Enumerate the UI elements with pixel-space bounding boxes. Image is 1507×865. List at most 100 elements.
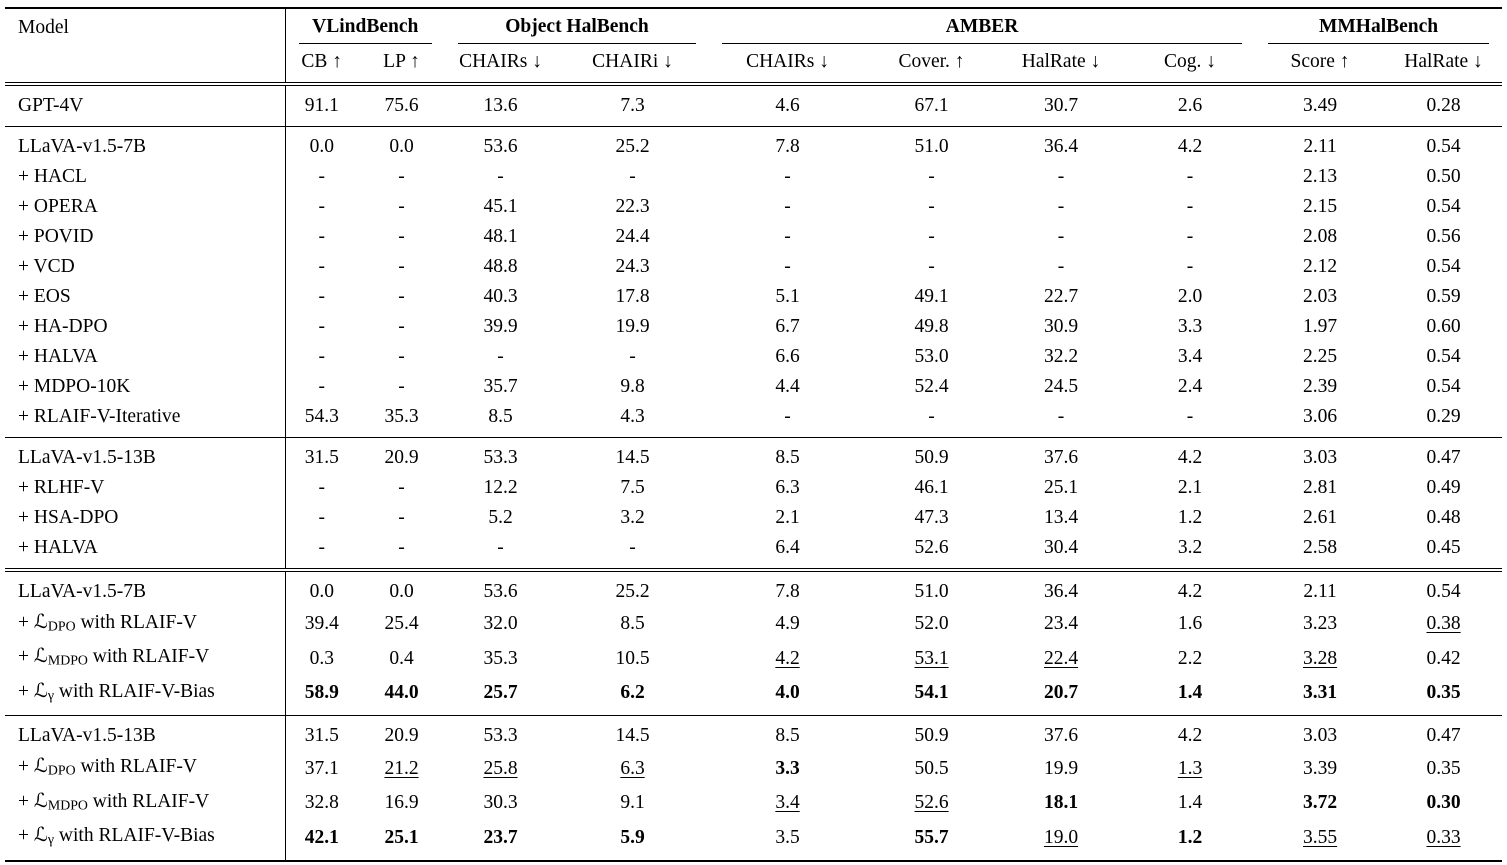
value-cell: 14.5 (556, 438, 709, 474)
value-cell: 14.5 (556, 716, 709, 752)
value-cell: - (358, 282, 445, 312)
value-cell: 1.4 (1125, 786, 1255, 820)
value-text: - (1057, 196, 1065, 217)
value-text: 67.1 (914, 95, 949, 116)
value-text: 1.2 (1177, 507, 1203, 528)
model-cell: LLaVA-v1.5-13B (5, 715, 286, 752)
value-text: 4.6 (775, 95, 800, 116)
best-value: 20.7 (1043, 682, 1079, 704)
model-name-text: ℒ (33, 610, 48, 633)
value-text: - (398, 166, 405, 187)
model-name-text: + HACL (18, 166, 87, 187)
value-cell: 2.58 (1255, 533, 1385, 570)
model-name-text: with RLAIF-V-Bias (54, 825, 215, 847)
value-cell: 32.2 (997, 342, 1125, 372)
second-best-value: 6.3 (620, 757, 645, 779)
value-text: - (928, 166, 935, 187)
value-cell: 2.11 (1255, 570, 1385, 607)
value-cell: 2.4 (1125, 372, 1255, 402)
value-cell: 48.8 (445, 252, 556, 282)
value-cell: - (358, 473, 445, 503)
model-name-text: with RLAIF-V (75, 756, 197, 778)
value-text: 50.5 (914, 757, 949, 779)
table-row: + OPERA - - 45.1 22.3 - - - - 2.15 0.54 (5, 192, 1502, 222)
value-text: 52.6 (914, 537, 949, 558)
value-text: - (784, 166, 791, 187)
value-cell: - (285, 503, 358, 533)
value-text: 31.5 (304, 725, 339, 747)
value-cell: 22.7 (997, 282, 1125, 312)
benchmark-group-header: AMBER (709, 8, 1255, 44)
value-cell: 37.1 (285, 751, 358, 785)
value-cell: 7.3 (556, 84, 709, 127)
value-text: - (1057, 226, 1065, 247)
value-cell: - (1125, 252, 1255, 282)
best-value: 1.2 (1177, 826, 1203, 848)
value-text: 25.1 (1043, 477, 1079, 498)
value-cell: 17.8 (556, 282, 709, 312)
value-cell: - (866, 252, 997, 282)
best-value: 42.1 (304, 826, 339, 848)
value-cell: 0.33 (1385, 820, 1502, 860)
value-cell: 4.3 (556, 402, 709, 438)
value-text: 54.3 (304, 406, 339, 427)
model-cell: + RLHF-V (5, 473, 286, 503)
value-text: 4.2 (1177, 136, 1203, 157)
value-cell: 6.7 (709, 312, 866, 342)
value-text: - (398, 226, 405, 247)
model-name-text: with RLAIF-V-Bias (54, 680, 215, 702)
value-text: 24.3 (615, 256, 650, 277)
value-cell: - (709, 222, 866, 252)
value-text: 0.47 (1426, 447, 1461, 468)
value-text: 2.13 (1302, 166, 1338, 187)
value-cell: - (1125, 192, 1255, 222)
value-cell: - (997, 162, 1125, 192)
value-cell: 1.97 (1255, 312, 1385, 342)
model-cell: + HACL (5, 162, 286, 192)
value-text: 0.0 (309, 581, 334, 602)
value-cell: 1.6 (1125, 607, 1255, 641)
value-cell: 2.13 (1255, 162, 1385, 192)
value-text: 25.2 (615, 136, 650, 157)
table-row: LLaVA-v1.5-7B 0.0 0.0 53.6 25.2 7.8 51.0 36.4 4.… (5, 570, 1502, 607)
table-row: + VCD - - 48.8 24.3 - - - - 2.12 0.54 (5, 252, 1502, 282)
metric-header-row: CB ↑ LP ↑ CHAIRs ↓ CHAIRi ↓ CHAIRs ↓ Cover. ↑… (5, 44, 1503, 86)
value-text: 7.8 (775, 136, 800, 157)
value-text: - (928, 406, 935, 427)
model-name-subscript: γ (47, 687, 55, 703)
value-text: 20.9 (384, 725, 419, 747)
value-text: - (398, 537, 405, 558)
value-text: - (1186, 196, 1194, 217)
model-cell: + VCD (5, 252, 286, 282)
value-cell: 20.7 (997, 676, 1125, 716)
value-cell: 53.3 (445, 716, 556, 752)
model-name-text: ℒ (33, 823, 48, 847)
value-text: 8.5 (775, 725, 800, 747)
value-cell: 52.4 (866, 372, 997, 402)
second-best-value: 3.28 (1302, 647, 1338, 669)
value-text: 5.1 (775, 286, 800, 307)
value-cell: - (556, 533, 709, 570)
value-cell: 3.23 (1255, 607, 1385, 641)
value-cell: 37.6 (997, 438, 1125, 474)
value-text: 30.3 (483, 792, 518, 814)
value-text: - (398, 316, 405, 337)
metric-column-header: Cover. ↑ (866, 44, 998, 86)
value-cell: 13.4 (997, 503, 1125, 533)
value-text: - (629, 166, 636, 187)
value-cell: 0.0 (358, 570, 445, 607)
value-cell: 21.2 (358, 751, 445, 785)
model-cell: + POVID (5, 222, 286, 252)
table-row: + HALVA - - - - 6.6 53.0 32.2 3.4 2.25 0.54 (5, 342, 1502, 372)
value-cell: 19.0 (997, 820, 1125, 860)
value-text: - (928, 256, 935, 277)
value-text: 0.0 (389, 136, 414, 157)
value-cell: 30.7 (997, 84, 1125, 127)
value-cell: 1.4 (1125, 676, 1255, 716)
metric-column-header: CHAIRs ↓ (445, 44, 557, 86)
value-cell: 0.30 (1385, 786, 1502, 820)
value-cell: 75.6 (358, 84, 445, 127)
value-text: 1.97 (1302, 316, 1338, 337)
benchmark-group-header: VLindBench (285, 8, 445, 44)
